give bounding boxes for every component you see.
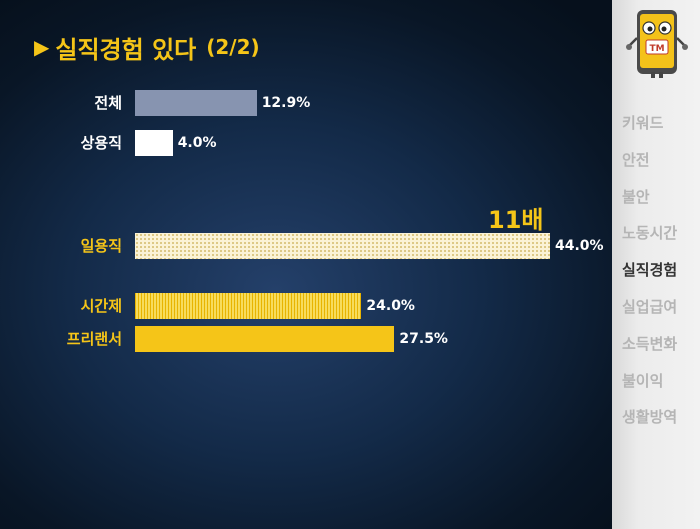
sidebar-item-6[interactable]: 소득변화 <box>622 334 678 353</box>
sidebar-item-7[interactable]: 불이익 <box>622 371 664 390</box>
bar-3 <box>135 293 362 319</box>
sidebar-item-2[interactable]: 불안 <box>622 187 650 206</box>
value-label: 27.5% <box>399 331 448 347</box>
value-label: 12.9% <box>261 95 311 111</box>
page-title: ▶ 실직경험 있다 (2/2) <box>34 30 260 64</box>
category-label: 프리랜서 <box>66 330 122 348</box>
title-main: 실직경험 있다 <box>55 35 197 64</box>
phone-mascot-icon: TM <box>626 10 688 78</box>
sidebar-item-0[interactable]: 키워드 <box>622 114 664 132</box>
multiplier-annotation: 11배 <box>488 206 544 234</box>
sidebar-item-3[interactable]: 노동시간 <box>622 224 678 243</box>
title-page-indicator: (2/2) <box>206 35 260 59</box>
sidebar-item-4[interactable]: 실직경험 <box>622 261 678 280</box>
category-label: 일용직 <box>80 237 122 255</box>
category-label: 전체 <box>94 94 122 112</box>
value-label: 44.0% <box>555 238 604 254</box>
sidebar-item-8[interactable]: 생활방역 <box>622 408 678 427</box>
title-triangle-icon: ▶ <box>34 35 50 59</box>
bar-0 <box>135 90 257 116</box>
sidebar-item-5[interactable]: 실업급여 <box>622 298 678 316</box>
category-label: 상용직 <box>80 134 122 152</box>
bar-2 <box>135 233 550 259</box>
sidebar-item-1[interactable]: 안전 <box>622 150 650 169</box>
category-label: 시간제 <box>80 297 122 315</box>
value-label: 24.0% <box>366 298 415 314</box>
bar-1 <box>135 130 173 156</box>
value-label: 4.0% <box>177 135 217 151</box>
slide: ▶ 실직경험 있다 (2/2) 전체 12.9% 상용직 4.0% 일용직 44.0% 시간… <box>0 0 612 529</box>
bar-4 <box>135 326 395 352</box>
mascot-badge-text: TM <box>649 44 664 54</box>
